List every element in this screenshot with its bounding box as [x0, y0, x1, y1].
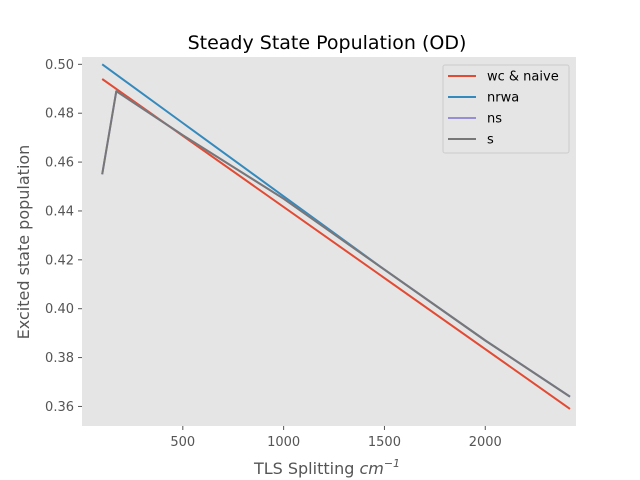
x-tick-label: 500	[170, 435, 195, 450]
y-tick-label: 0.46	[45, 156, 74, 171]
y-tick-label: 0.38	[45, 351, 74, 366]
y-tick-label: 0.36	[45, 400, 74, 415]
series-lines	[101, 63, 571, 410]
x-tick-label: 1500	[368, 435, 401, 450]
y-tick-label: 0.44	[45, 204, 74, 219]
y-tick-label: 0.48	[45, 107, 74, 122]
x-axis-label-unit-exponent: −1	[384, 457, 400, 470]
chart-title: Steady State Population (OD)	[188, 32, 467, 54]
x-axis-label-text: TLS Splitting	[253, 459, 354, 478]
legend-label-nrwa: nrwa	[487, 91, 519, 106]
y-axis-label: Excited state population	[14, 145, 33, 340]
y-axis: 0.36 0.38 0.40 0.42 0.44 0.46 0.48 0.50	[45, 58, 82, 415]
legend-label-s: s	[487, 133, 494, 148]
x-axis-label-unit: cm	[359, 459, 383, 478]
legend-label-ns: ns	[487, 112, 502, 127]
legend: wc & naive nrwa ns s	[442, 64, 570, 154]
x-tick-label: 2000	[469, 435, 502, 450]
legend-label-wc-naive: wc & naive	[487, 70, 559, 85]
x-tick-label: 1000	[267, 435, 300, 450]
y-tick-label: 0.42	[45, 253, 74, 268]
y-tick-label: 0.50	[45, 58, 74, 73]
series-line-s	[101, 90, 571, 398]
y-tick-label: 0.40	[45, 302, 74, 317]
legend-frame	[442, 64, 570, 154]
x-axis: 500 1000 1500 2000	[170, 426, 502, 450]
x-axis-label: TLS Splitting cm−1	[253, 457, 400, 478]
